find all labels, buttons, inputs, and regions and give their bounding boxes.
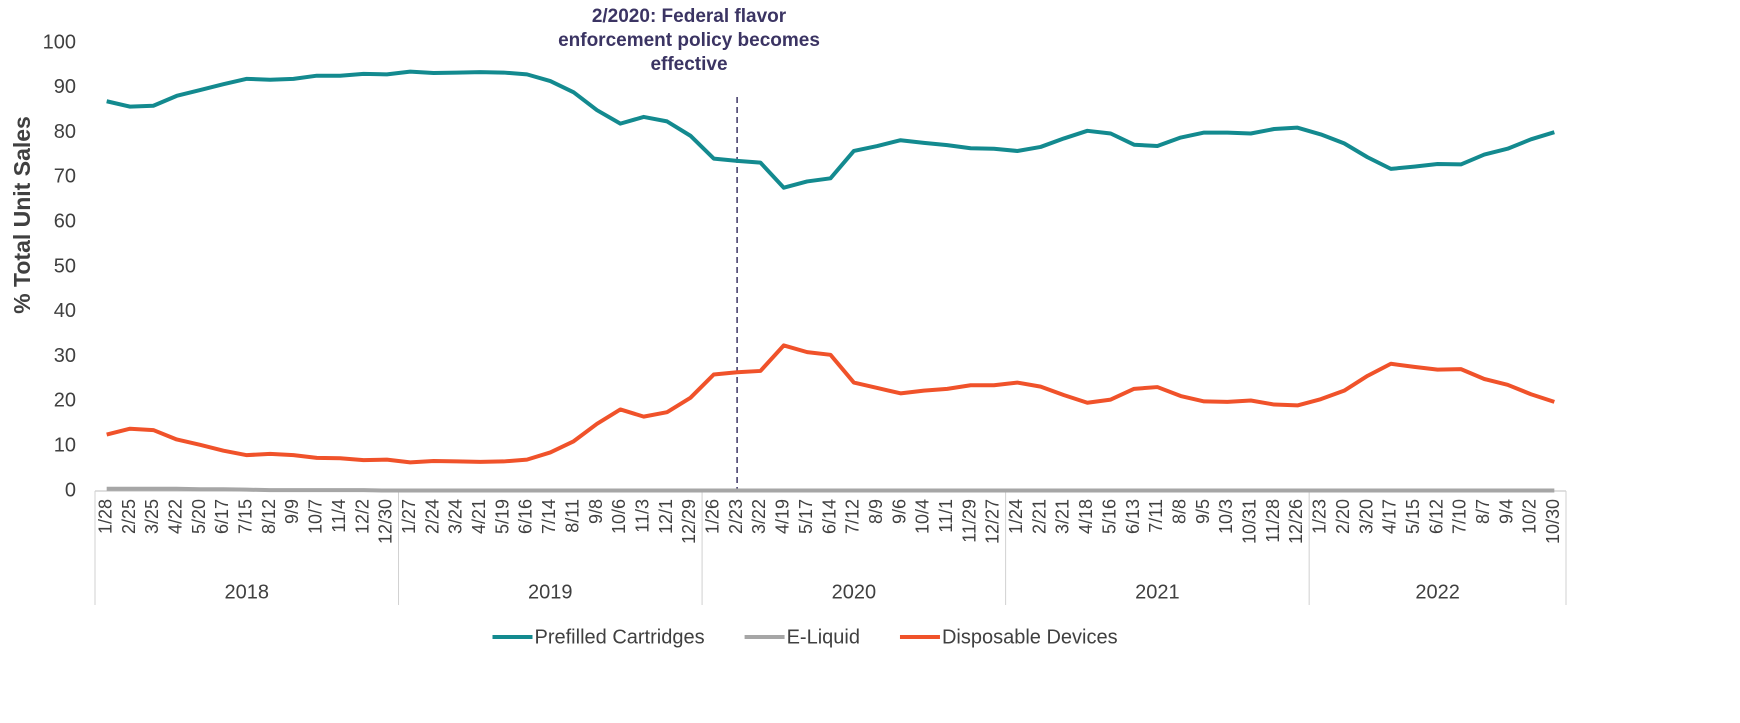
x-tick-label: 4/17 xyxy=(1380,499,1400,534)
x-tick-label: 12/29 xyxy=(679,499,699,544)
x-tick-label: 9/4 xyxy=(1496,499,1516,524)
y-tick-label: 20 xyxy=(54,390,76,412)
x-tick-label: 12/1 xyxy=(656,499,676,534)
y-tick-label: 70 xyxy=(54,166,76,188)
legend-label: Disposable Devices xyxy=(942,626,1118,648)
x-tick-label: 2/25 xyxy=(119,499,139,534)
x-tick-label: 6/13 xyxy=(1123,499,1143,534)
x-tick-label: 7/14 xyxy=(539,499,559,534)
x-tick-label: 11/29 xyxy=(959,499,979,543)
y-tick-label: 30 xyxy=(54,345,76,367)
x-tick-label: 5/19 xyxy=(492,499,512,534)
legend-label: E-Liquid xyxy=(787,626,860,648)
x-tick-label: 5/17 xyxy=(796,499,816,534)
x-tick-label: 5/15 xyxy=(1403,499,1423,534)
annotation-text: enforcement policy becomes xyxy=(558,30,820,51)
y-tick-label: 90 xyxy=(54,76,76,98)
x-tick-label: 2/21 xyxy=(1029,499,1049,534)
x-tick-label: 4/22 xyxy=(165,499,185,534)
y-axis-title: % Total Unit Sales xyxy=(9,116,35,314)
x-tick-label: 3/25 xyxy=(142,499,162,534)
y-tick-label: 50 xyxy=(54,255,76,277)
x-tick-label: 12/27 xyxy=(983,499,1003,544)
x-tick-label: 4/21 xyxy=(469,499,489,534)
x-tick-label: 8/9 xyxy=(866,499,886,524)
x-tick-label: 9/6 xyxy=(889,499,909,524)
group-label: 2019 xyxy=(528,581,573,603)
annotation-text: effective xyxy=(650,54,727,75)
x-tick-label: 10/30 xyxy=(1543,499,1563,544)
legend-label: Prefilled Cartridges xyxy=(535,626,705,648)
x-tick-label: 10/3 xyxy=(1216,499,1236,534)
x-tick-label: 11/28 xyxy=(1263,499,1283,543)
x-tick-label: 4/19 xyxy=(773,499,793,534)
x-tick-label: 7/12 xyxy=(843,499,863,534)
group-label: 2018 xyxy=(225,581,270,603)
x-tick-label: 10/6 xyxy=(609,499,629,534)
x-tick-label: 10/7 xyxy=(306,499,326,534)
x-tick-label: 12/26 xyxy=(1286,499,1306,544)
x-tick-label: 10/4 xyxy=(913,499,933,534)
x-tick-label: 11/4 xyxy=(329,499,349,533)
x-tick-label: 6/17 xyxy=(212,499,232,534)
x-tick-label: 8/8 xyxy=(1169,499,1189,524)
x-tick-label: 4/18 xyxy=(1076,499,1096,534)
group-label: 2021 xyxy=(1135,581,1180,603)
series-line xyxy=(106,343,1555,465)
x-tick-label: 7/11 xyxy=(1146,499,1166,533)
y-tick-label: 100 xyxy=(43,31,76,53)
annotation-text: 2/2020: Federal flavor xyxy=(592,6,787,27)
x-tick-label: 7/15 xyxy=(236,499,256,534)
x-tick-label: 12/2 xyxy=(352,499,372,534)
x-tick-label: 6/14 xyxy=(819,499,839,534)
x-tick-label: 11/3 xyxy=(632,499,652,533)
y-tick-label: 40 xyxy=(54,300,76,322)
x-tick-label: 5/20 xyxy=(189,499,209,534)
y-tick-label: 60 xyxy=(54,210,76,232)
x-tick-label: 1/26 xyxy=(703,499,723,534)
x-tick-label: 7/10 xyxy=(1450,499,1470,534)
group-label: 2020 xyxy=(832,581,877,603)
y-tick-label: 80 xyxy=(54,121,76,143)
x-tick-label: 1/27 xyxy=(399,499,419,534)
x-tick-label: 1/24 xyxy=(1006,499,1026,534)
x-tick-label: 8/11 xyxy=(562,499,582,533)
x-tick-label: 2/20 xyxy=(1333,499,1353,534)
x-tick-label: 2/23 xyxy=(726,499,746,534)
x-tick-label: 10/31 xyxy=(1240,499,1260,544)
x-tick-label: 12/30 xyxy=(376,499,396,544)
x-tick-label: 5/16 xyxy=(1099,499,1119,534)
x-tick-label: 1/28 xyxy=(95,499,115,534)
x-tick-label: 10/2 xyxy=(1520,499,1540,534)
x-tick-label: 9/9 xyxy=(282,499,302,524)
x-tick-label: 9/5 xyxy=(1193,499,1213,524)
x-tick-label: 8/12 xyxy=(259,499,279,534)
x-tick-label: 1/23 xyxy=(1310,499,1330,534)
x-tick-label: 6/16 xyxy=(516,499,536,534)
series-line xyxy=(106,486,1555,493)
x-tick-label: 9/8 xyxy=(586,499,606,524)
x-tick-label: 3/24 xyxy=(446,499,466,534)
x-tick-label: 6/12 xyxy=(1426,499,1446,534)
series-line xyxy=(106,69,1555,190)
x-tick-label: 8/7 xyxy=(1473,499,1493,524)
y-tick-label: 0 xyxy=(65,479,76,501)
group-label: 2022 xyxy=(1415,581,1460,603)
x-tick-label: 3/22 xyxy=(749,499,769,534)
x-tick-label: 3/21 xyxy=(1053,499,1073,534)
x-tick-label: 3/20 xyxy=(1356,499,1376,534)
x-tick-label: 2/24 xyxy=(422,499,442,534)
x-tick-label: 11/1 xyxy=(936,499,956,533)
y-tick-label: 10 xyxy=(54,434,76,456)
